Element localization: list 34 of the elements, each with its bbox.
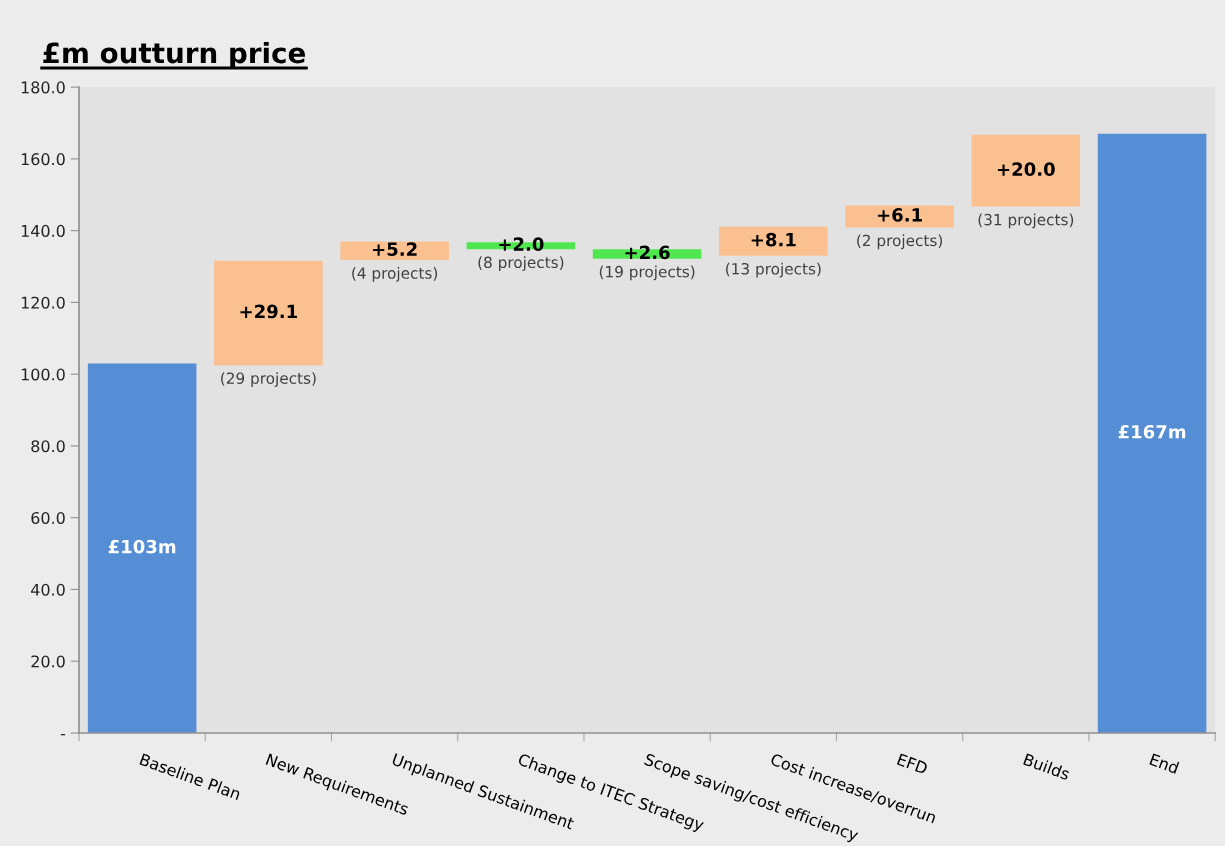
data-label: £167m <box>1118 424 1186 439</box>
x-tick-label: Builds <box>1023 752 1071 781</box>
y-tick-label: 60.0 <box>31 511 65 524</box>
annotation: (4 projects) <box>352 267 438 282</box>
annotation: (29 projects) <box>221 372 316 387</box>
bar <box>971 134 1081 207</box>
data-label: +6.1 <box>877 208 922 222</box>
bar <box>1097 133 1207 733</box>
y-tick-label: 80.0 <box>31 440 65 453</box>
bar <box>719 226 828 256</box>
y-tick-label: 100.0 <box>21 368 65 381</box>
y-tick-label: 40.0 <box>31 583 65 596</box>
annotation: (13 projects) <box>726 262 821 278</box>
annotation: (8 projects) <box>478 256 564 272</box>
data-label: +29.1 <box>240 304 297 319</box>
annotation: (2 projects) <box>857 234 943 250</box>
data-label: +5.2 <box>372 242 417 256</box>
y-tick-label: 120.0 <box>21 296 65 309</box>
bar <box>214 260 323 366</box>
chart-title: £m outturn price <box>43 41 305 69</box>
y-tick-label: 160.0 <box>21 153 65 166</box>
bar <box>340 241 449 261</box>
bar <box>87 363 197 733</box>
data-label: £103m <box>108 539 176 554</box>
x-tick-label: End <box>1149 752 1180 774</box>
data-label: +2.6 <box>625 245 670 260</box>
annotation: (31 projects) <box>978 213 1074 229</box>
y-tick-label: 20.0 <box>31 655 65 668</box>
annotation: (19 projects) <box>599 265 695 281</box>
y-tick-label: - <box>60 734 66 736</box>
data-label: +20.0 <box>997 162 1055 176</box>
y-tick-label: 140.0 <box>21 224 65 237</box>
y-tick-label: 180.0 <box>21 81 65 94</box>
data-label: +8.1 <box>751 232 796 247</box>
